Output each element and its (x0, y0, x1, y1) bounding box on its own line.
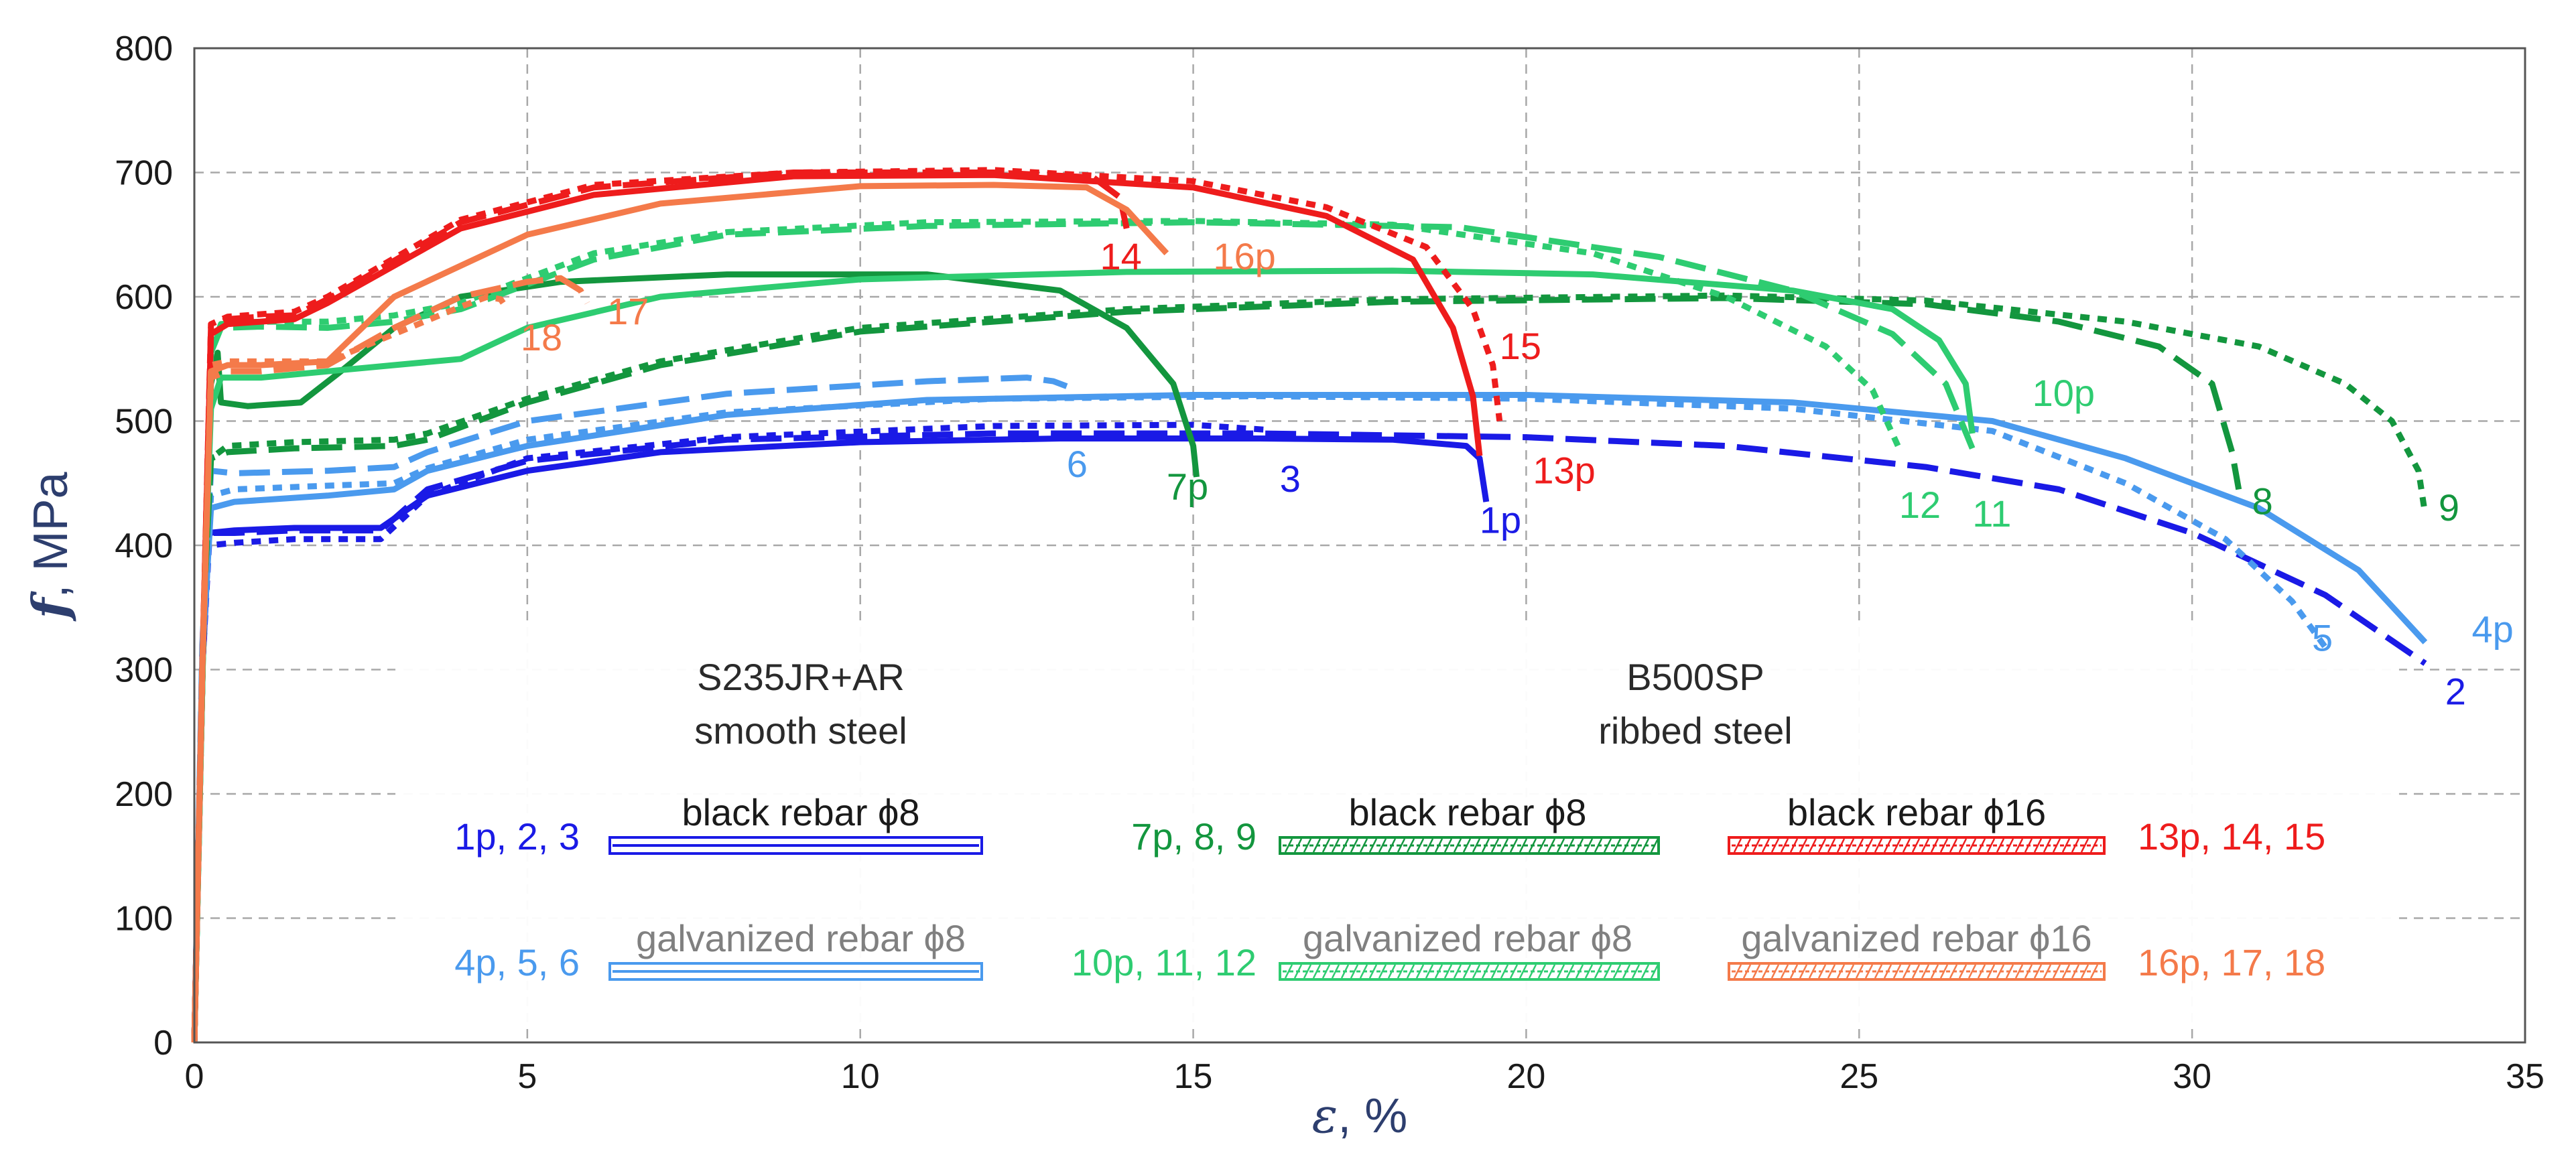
legend-swatch-galvanized-phi16-ribbed (1728, 962, 2106, 981)
legend-label-black-phi8-smooth: black rebar ϕ8 (682, 791, 919, 833)
legend-group-title-smooth: S235JR+AR (697, 656, 905, 698)
x-tick-label: 30 (2173, 1057, 2211, 1096)
x-axis-label: ε, % (1312, 1087, 1408, 1144)
legend-swatch-black-phi8-ribbed (1279, 836, 1660, 855)
legend-curves-black-phi16-ribbed: 13p, 14, 15 (2138, 815, 2325, 858)
legend-background (395, 623, 2399, 1025)
series-line-3 (191, 421, 1276, 1043)
series-line-10p (191, 267, 1976, 1043)
series-line-16p (191, 182, 1169, 1043)
legend-curves-black-phi8-smooth: 1p, 2, 3 (454, 815, 580, 858)
series-line-2 (191, 430, 2427, 1043)
x-tick-label: 35 (2506, 1057, 2545, 1096)
curve-label-14: 14 (1100, 235, 1141, 277)
x-tick-label: 15 (1174, 1057, 1213, 1096)
y-tick-label: 700 (115, 154, 173, 193)
legend-panel: S235JR+AR smooth steel B500SP ribbed steel 1… (395, 623, 2399, 1025)
legend-label-galvanized-phi16-ribbed: galvanized rebar ϕ16 (1741, 917, 2091, 959)
legend-swatch-black-phi16-ribbed (1728, 836, 2106, 855)
x-tick-label: 20 (1507, 1057, 1546, 1096)
curve-label-18: 18 (521, 316, 562, 358)
y-tick-label: 600 (115, 278, 173, 317)
curve-label-17: 17 (607, 290, 649, 332)
curve-label-16p: 16p (1213, 235, 1275, 277)
legend-curves-galvanized-phi16-ribbed: 16p, 17, 18 (2138, 941, 2325, 983)
legend-group-subtitle-smooth: smooth steel (694, 709, 907, 752)
curve-label-11: 11 (1972, 492, 2011, 535)
legend-label-black-phi16-ribbed: black rebar ϕ16 (1787, 791, 2046, 833)
curve-label-4p: 4p (2472, 608, 2514, 651)
legend-curves-galvanized-phi8-smooth: 4p, 5, 6 (454, 941, 580, 983)
y-axis-label: f, MPa (21, 472, 78, 622)
x-axis-symbol: ε (1312, 1087, 1338, 1144)
curve-label-9: 9 (2439, 486, 2459, 529)
legend-curves-black-phi8-ribbed: 7p, 8, 9 (1131, 815, 1257, 858)
curve-label-5: 5 (2312, 617, 2333, 659)
y-tick-label: 0 (153, 1024, 173, 1063)
x-axis-unit: , % (1338, 1089, 1407, 1143)
legend-label-galvanized-phi8-smooth: galvanized rebar ϕ8 (636, 917, 966, 959)
series-line-13p (191, 172, 1483, 1043)
series-line-8 (191, 295, 2242, 1043)
x-tick-label: 25 (1840, 1057, 1878, 1096)
x-tick-label: 5 (517, 1057, 537, 1096)
legend-label-black-phi8-ribbed: black rebar ϕ8 (1348, 791, 1586, 833)
x-tick-label: 10 (841, 1057, 880, 1096)
y-tick-label: 400 (115, 527, 173, 565)
y-tick-label: 200 (115, 775, 173, 814)
series-line-18 (191, 293, 510, 1043)
curve-label-3: 3 (1280, 458, 1301, 500)
series-line-14 (191, 169, 1130, 1043)
legend-swatch-galvanized-phi8-smooth (608, 962, 983, 981)
curve-label-12: 12 (1899, 484, 1941, 526)
curve-label-1p: 1p (1480, 498, 1521, 541)
y-tick-label: 100 (115, 900, 173, 939)
curve-label-13p: 13p (1533, 449, 1595, 491)
legend-label-galvanized-phi8-ribbed: galvanized rebar ϕ8 (1303, 917, 1632, 959)
series-layer (191, 167, 2429, 1043)
curve-label-8: 8 (2252, 480, 2273, 523)
plot-frame (193, 47, 2526, 1044)
series-line-7p (191, 271, 1200, 1043)
legend-swatch-black-phi8-smooth (608, 836, 983, 855)
x-axis-ticks: 0 5 10 15 20 25 30 35 (185, 1057, 2545, 1096)
curve-label-10p: 10p (2033, 372, 2095, 414)
series-line-9 (191, 292, 2429, 1043)
y-tick-label: 300 (115, 651, 173, 690)
x-tick-label: 0 (185, 1057, 204, 1096)
curve-label-7p: 7p (1167, 465, 1208, 507)
y-axis-unit: , MPa (24, 472, 78, 598)
legend-swatch-galvanized-phi8-ribbed (1279, 962, 1660, 981)
series-line-5 (191, 393, 2328, 1043)
curve-label-6: 6 (1067, 443, 1088, 485)
y-tick-label: 800 (115, 29, 173, 68)
y-tick-label: 500 (115, 403, 173, 441)
curve-label-2: 2 (2445, 670, 2466, 712)
legend-curves-galvanized-phi8-ribbed: 10p, 11, 12 (1072, 941, 1257, 983)
legend-group-title-ribbed: B500SP (1626, 656, 1764, 698)
curve-labels: 1p 2 3 4p 5 6 7p 8 9 10p 11 12 13p 14 15 16p 17 18 (521, 235, 2514, 712)
curve-label-15: 15 (1500, 325, 1541, 367)
legend-group-subtitle-ribbed: ribbed steel (1598, 709, 1793, 752)
y-axis-ticks: 0 100 200 300 400 500 600 700 800 (115, 29, 173, 1063)
